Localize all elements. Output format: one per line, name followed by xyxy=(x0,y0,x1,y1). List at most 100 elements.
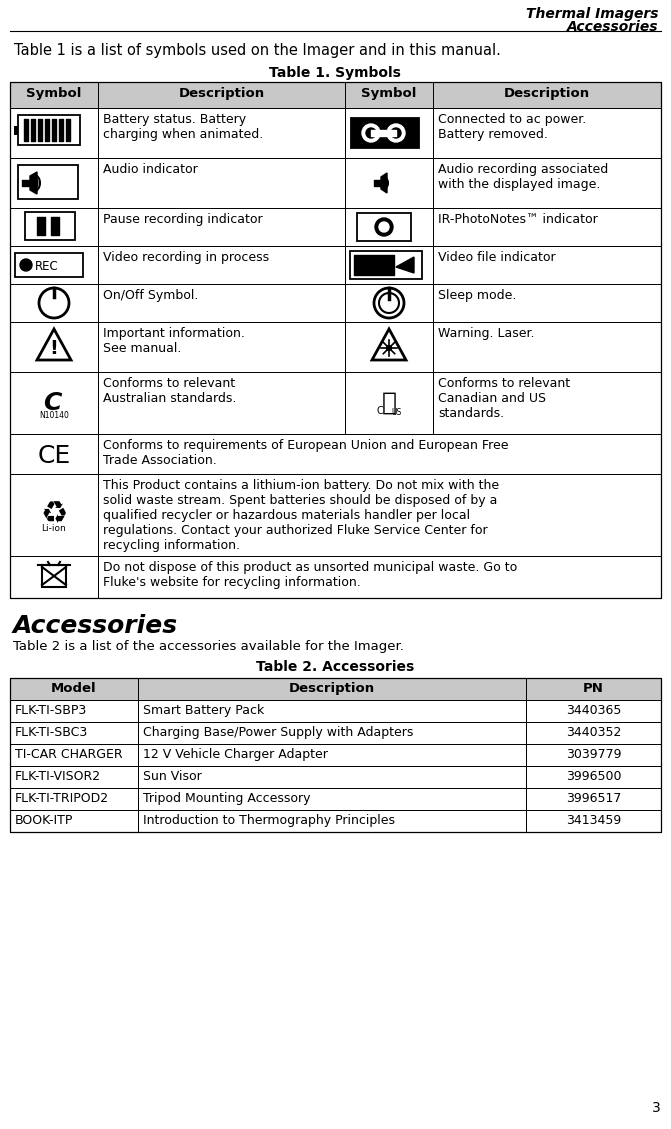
Bar xyxy=(15,253,83,277)
Text: Symbol: Symbol xyxy=(26,87,82,100)
Bar xyxy=(345,322,433,371)
Text: C: C xyxy=(43,391,61,415)
Text: Table 2. Accessories: Table 2. Accessories xyxy=(256,660,414,674)
Bar xyxy=(10,679,661,832)
Text: ♻: ♻ xyxy=(40,500,68,530)
Text: Description: Description xyxy=(178,87,264,100)
Text: Tripod Mounting Accessory: Tripod Mounting Accessory xyxy=(143,793,311,805)
Bar xyxy=(345,108,433,158)
Bar xyxy=(526,723,661,744)
Bar xyxy=(433,371,661,434)
Text: Audio indicator: Audio indicator xyxy=(103,163,198,176)
Text: Introduction to Thermography Principles: Introduction to Thermography Principles xyxy=(143,814,395,828)
Text: Conforms to relevant
Australian standards.: Conforms to relevant Australian standard… xyxy=(103,377,236,405)
Bar xyxy=(98,371,345,434)
Bar xyxy=(138,809,526,832)
Text: FLK-TI-TRIPOD2: FLK-TI-TRIPOD2 xyxy=(15,793,109,805)
Bar xyxy=(526,788,661,809)
Text: BOOK-ITP: BOOK-ITP xyxy=(15,814,73,828)
Text: C: C xyxy=(376,406,383,415)
Bar xyxy=(10,555,98,598)
Text: IR-PhotoNotes™ indicator: IR-PhotoNotes™ indicator xyxy=(438,213,598,226)
Bar xyxy=(10,474,98,555)
Bar xyxy=(526,809,661,832)
Bar xyxy=(98,285,345,322)
Bar xyxy=(10,82,661,598)
Bar xyxy=(138,723,526,744)
Text: Li-ion: Li-ion xyxy=(42,524,66,533)
Polygon shape xyxy=(30,172,37,194)
Bar xyxy=(10,82,661,108)
Circle shape xyxy=(375,218,393,236)
Bar xyxy=(10,322,98,371)
Bar xyxy=(18,165,78,199)
Circle shape xyxy=(379,222,389,231)
Bar xyxy=(10,371,98,434)
Text: Do not dispose of this product as unsorted municipal waste. Go to
Fluke's websit: Do not dispose of this product as unsort… xyxy=(103,561,517,589)
Text: Table 1. Symbols: Table 1. Symbols xyxy=(269,65,401,80)
Bar xyxy=(10,108,98,158)
Text: Symbol: Symbol xyxy=(361,87,417,100)
Text: Connected to ac power.
Battery removed.: Connected to ac power. Battery removed. xyxy=(438,113,586,141)
Bar xyxy=(10,285,98,322)
Bar xyxy=(98,108,345,158)
Text: 3413459: 3413459 xyxy=(566,814,621,828)
Bar xyxy=(357,213,411,240)
Text: PN: PN xyxy=(583,682,604,695)
Text: Ⓢ: Ⓢ xyxy=(382,391,397,415)
Text: 3: 3 xyxy=(652,1101,661,1115)
Text: US: US xyxy=(392,408,402,417)
Circle shape xyxy=(366,128,376,138)
Circle shape xyxy=(20,259,32,271)
Bar xyxy=(138,700,526,723)
Text: Battery status. Battery
charging when animated.: Battery status. Battery charging when an… xyxy=(103,113,263,141)
Circle shape xyxy=(387,124,405,142)
Circle shape xyxy=(386,345,391,350)
Bar xyxy=(10,679,661,700)
Text: Video recording in process: Video recording in process xyxy=(103,251,269,264)
Text: Model: Model xyxy=(51,682,97,695)
Bar xyxy=(98,246,345,285)
Bar xyxy=(98,555,661,598)
Bar xyxy=(433,158,661,208)
Text: FLK-TI-SBC3: FLK-TI-SBC3 xyxy=(15,726,89,739)
Text: Warning. Laser.: Warning. Laser. xyxy=(438,327,535,340)
Text: !: ! xyxy=(50,339,58,358)
Bar xyxy=(10,246,98,285)
Bar xyxy=(433,108,661,158)
Bar xyxy=(42,564,66,587)
Text: Audio recording associated
with the displayed image.: Audio recording associated with the disp… xyxy=(438,163,608,191)
Text: Thermal Imagers: Thermal Imagers xyxy=(525,7,658,21)
Text: N10140: N10140 xyxy=(39,411,69,420)
Text: REC: REC xyxy=(35,260,59,273)
Text: On/Off Symbol.: On/Off Symbol. xyxy=(103,289,199,301)
Text: Important information.
See manual.: Important information. See manual. xyxy=(103,327,245,355)
Text: Conforms to relevant
Canadian and US
standards.: Conforms to relevant Canadian and US sta… xyxy=(438,377,570,420)
Bar xyxy=(10,700,138,723)
Text: FLK-TI-SBP3: FLK-TI-SBP3 xyxy=(15,704,87,717)
Text: 3996500: 3996500 xyxy=(566,770,621,784)
Text: Description: Description xyxy=(289,682,375,695)
Bar xyxy=(10,744,138,765)
Bar xyxy=(10,434,98,474)
Bar xyxy=(345,246,433,285)
Bar xyxy=(98,322,345,371)
Bar xyxy=(14,125,18,134)
Polygon shape xyxy=(396,257,414,273)
Text: TI-CAR CHARGER: TI-CAR CHARGER xyxy=(15,749,123,761)
Text: Accessories: Accessories xyxy=(13,614,178,638)
Bar xyxy=(433,285,661,322)
Text: Sun Visor: Sun Visor xyxy=(143,770,202,784)
Text: 3996517: 3996517 xyxy=(566,793,621,805)
Text: Description: Description xyxy=(504,87,590,100)
Text: Charging Base/Power Supply with Adapters: Charging Base/Power Supply with Adapters xyxy=(143,726,413,739)
Bar xyxy=(138,765,526,788)
Bar xyxy=(526,700,661,723)
Bar xyxy=(98,474,661,555)
Bar xyxy=(351,119,419,148)
Bar xyxy=(10,809,138,832)
Bar xyxy=(10,679,661,700)
Bar xyxy=(138,744,526,765)
Text: FLK-TI-VISOR2: FLK-TI-VISOR2 xyxy=(15,770,101,784)
Bar xyxy=(10,765,138,788)
